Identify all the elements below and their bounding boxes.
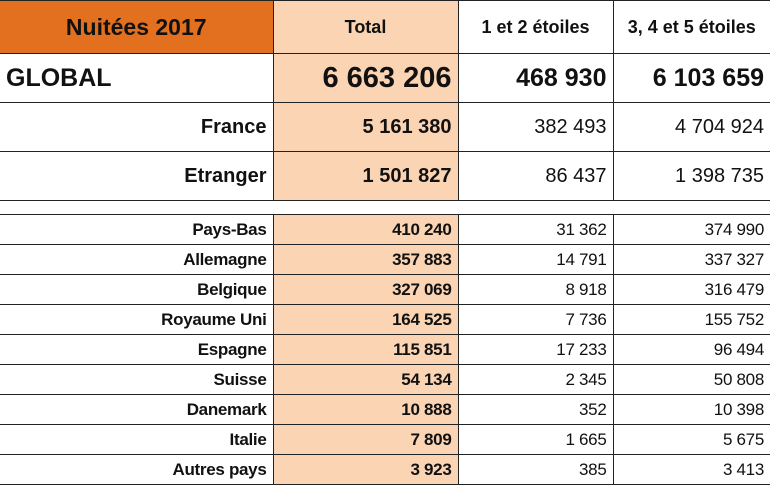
- table-row: Suisse 54 134 2 345 50 808: [0, 364, 770, 395]
- total-cell: 3 923: [272, 454, 459, 485]
- global-row: GLOBAL 6 663 206 468 930 6 103 659: [0, 53, 770, 103]
- row-label: Royaume Uni: [0, 304, 274, 335]
- stars-1-2-cell: 382 493: [457, 102, 614, 152]
- stars-3-5-cell: 4 704 924: [612, 102, 770, 152]
- stars-1-2-cell: 1 665: [457, 424, 614, 455]
- row-label: Allemagne: [0, 244, 274, 275]
- stars-1-2-cell: 86 437: [457, 151, 614, 201]
- row-label: Suisse: [0, 364, 274, 395]
- row-label: GLOBAL: [0, 53, 274, 103]
- total-cell: 327 069: [272, 274, 459, 305]
- total-cell: 410 240: [272, 214, 459, 245]
- stars-1-2-cell: 385: [457, 454, 614, 485]
- total-cell: 164 525: [272, 304, 459, 335]
- column-header-1-2-stars: 1 et 2 étoiles: [457, 0, 614, 54]
- row-label: Danemark: [0, 394, 274, 425]
- table-row: Royaume Uni 164 525 7 736 155 752: [0, 304, 770, 335]
- total-cell: 357 883: [272, 244, 459, 275]
- total-cell: 10 888: [272, 394, 459, 425]
- table-row: Espagne 115 851 17 233 96 494: [0, 334, 770, 365]
- stars-1-2-cell: 7 736: [457, 304, 614, 335]
- stars-3-5-cell: 316 479: [612, 274, 770, 305]
- table-row: Pays-Bas 410 240 31 362 374 990: [0, 214, 770, 245]
- total-cell: 6 663 206: [272, 53, 459, 103]
- stars-3-5-cell: 6 103 659: [612, 53, 770, 103]
- total-cell: 1 501 827: [272, 151, 459, 201]
- row-label: Espagne: [0, 334, 274, 365]
- countries-table: Pays-Bas 410 240 31 362 374 990 Allemagne 357…: [0, 214, 770, 485]
- row-label: Etranger: [0, 151, 274, 201]
- row-label: France: [0, 102, 274, 152]
- total-cell: 115 851: [272, 334, 459, 365]
- stars-3-5-cell: 155 752: [612, 304, 770, 335]
- stars-3-5-cell: 96 494: [612, 334, 770, 365]
- stars-1-2-cell: 468 930: [457, 53, 614, 103]
- table-row: France 5 161 380 382 493 4 704 924: [0, 102, 770, 152]
- total-cell: 5 161 380: [272, 102, 459, 152]
- row-label: Pays-Bas: [0, 214, 274, 245]
- table-title: Nuitées 2017: [0, 0, 274, 54]
- table-row: Autres pays 3 923 385 3 413: [0, 454, 770, 485]
- total-cell: 7 809: [272, 424, 459, 455]
- header-row: Nuitées 2017 Total 1 et 2 étoiles 3, 4 e…: [0, 0, 770, 54]
- stars-1-2-cell: 352: [457, 394, 614, 425]
- column-header-3-5-stars: 3, 4 et 5 étoiles: [612, 0, 770, 54]
- row-label: Belgique: [0, 274, 274, 305]
- stars-1-2-cell: 14 791: [457, 244, 614, 275]
- stars-1-2-cell: 8 918: [457, 274, 614, 305]
- stars-3-5-cell: 3 413: [612, 454, 770, 485]
- table-row: Allemagne 357 883 14 791 337 327: [0, 244, 770, 275]
- table-row: Danemark 10 888 352 10 398: [0, 394, 770, 425]
- table-row: Etranger 1 501 827 86 437 1 398 735: [0, 151, 770, 201]
- row-label: Autres pays: [0, 454, 274, 485]
- table-row: Belgique 327 069 8 918 316 479: [0, 274, 770, 305]
- table-row: Italie 7 809 1 665 5 675: [0, 424, 770, 455]
- stars-3-5-cell: 1 398 735: [612, 151, 770, 201]
- stars-3-5-cell: 374 990: [612, 214, 770, 245]
- stars-3-5-cell: 5 675: [612, 424, 770, 455]
- stars-3-5-cell: 50 808: [612, 364, 770, 395]
- stars-3-5-cell: 337 327: [612, 244, 770, 275]
- row-label: Italie: [0, 424, 274, 455]
- total-cell: 54 134: [272, 364, 459, 395]
- stars-1-2-cell: 31 362: [457, 214, 614, 245]
- stars-1-2-cell: 17 233: [457, 334, 614, 365]
- column-header-total: Total: [272, 0, 459, 54]
- stars-1-2-cell: 2 345: [457, 364, 614, 395]
- stars-3-5-cell: 10 398: [612, 394, 770, 425]
- summary-table: Nuitées 2017 Total 1 et 2 étoiles 3, 4 e…: [0, 0, 770, 201]
